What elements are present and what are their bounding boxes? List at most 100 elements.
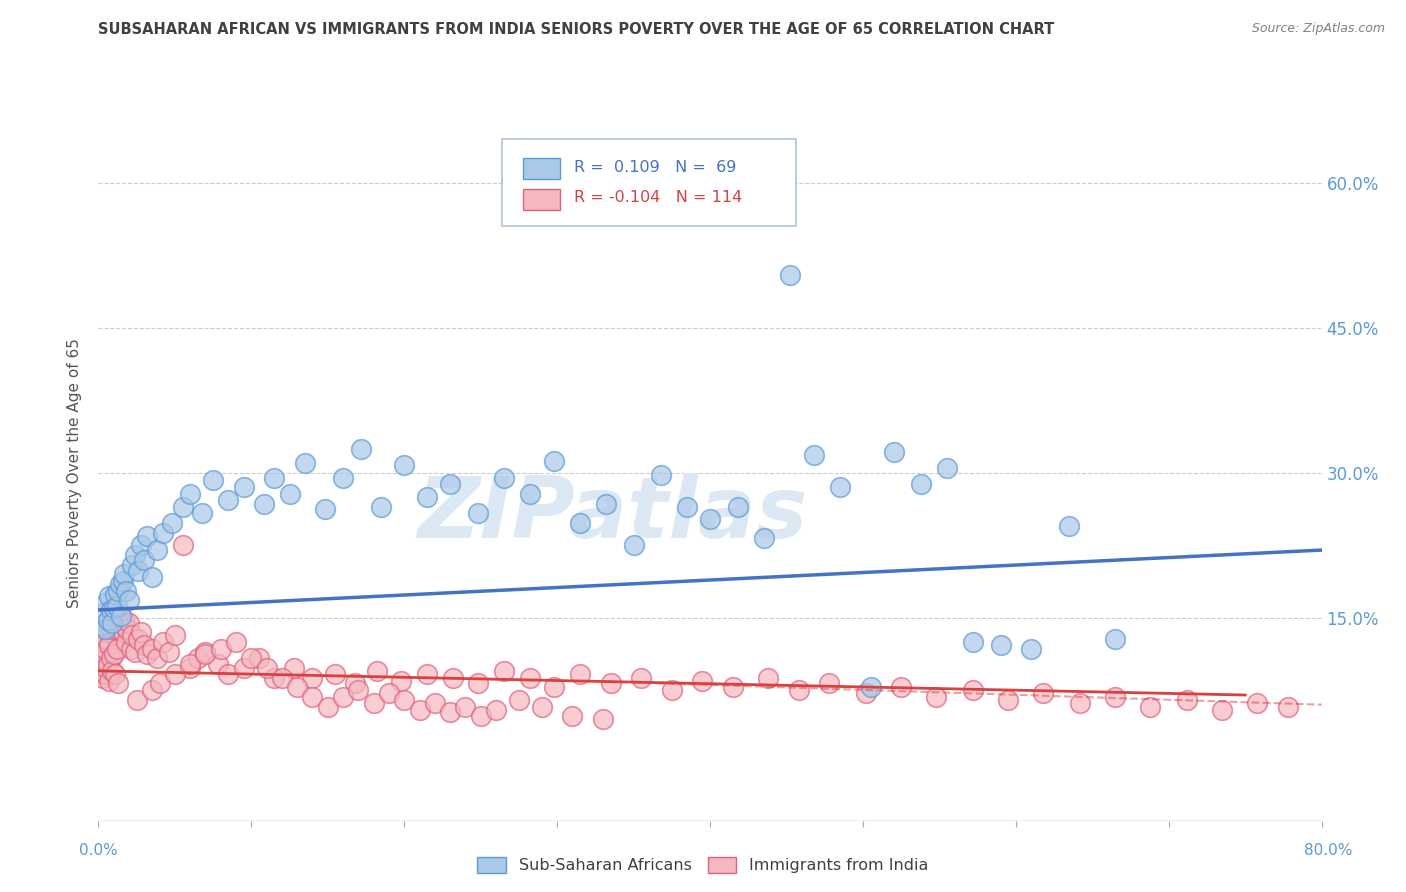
Point: [134, 638, 156, 652]
Point: [595, 497, 617, 511]
Point: [492, 470, 515, 484]
Text: 0.0%: 0.0%: [79, 843, 118, 858]
Point: [347, 683, 370, 698]
Point: [125, 693, 148, 707]
Point: [127, 565, 149, 579]
Point: [1277, 699, 1299, 714]
Point: [97, 625, 120, 640]
Point: [423, 696, 446, 710]
Point: [129, 625, 152, 640]
Point: [107, 613, 129, 627]
Point: [118, 593, 141, 607]
Point: [344, 676, 367, 690]
Point: [90, 644, 112, 658]
Point: [107, 583, 129, 598]
Point: [332, 690, 354, 704]
Point: [721, 680, 744, 694]
Point: [163, 666, 186, 681]
Point: [599, 676, 621, 690]
FancyBboxPatch shape: [523, 158, 560, 179]
Point: [408, 702, 430, 716]
Point: [756, 671, 779, 685]
Point: [112, 613, 135, 627]
Point: [141, 570, 163, 584]
Point: [623, 538, 645, 552]
Point: [232, 661, 254, 675]
Point: [89, 654, 111, 668]
Point: [828, 480, 851, 494]
Point: [389, 673, 412, 688]
Point: [225, 635, 247, 649]
Point: [152, 525, 174, 540]
Text: R = -0.104   N = 114: R = -0.104 N = 114: [574, 190, 742, 205]
Point: [134, 552, 156, 567]
Point: [121, 558, 143, 572]
Point: [141, 641, 163, 656]
Point: [152, 635, 174, 649]
Point: [100, 623, 122, 637]
Point: [179, 657, 201, 671]
Point: [278, 487, 301, 501]
Point: [530, 699, 553, 714]
Point: [98, 673, 121, 688]
Text: SUBSAHARAN AFRICAN VS IMMIGRANTS FROM INDIA SENIORS POVERTY OVER THE AGE OF 65 C: SUBSAHARAN AFRICAN VS IMMIGRANTS FROM IN…: [98, 22, 1054, 37]
Point: [370, 500, 392, 514]
Point: [301, 690, 323, 704]
Point: [416, 490, 439, 504]
Point: [592, 712, 614, 726]
Point: [294, 456, 316, 470]
Point: [890, 680, 912, 694]
Point: [779, 268, 801, 282]
Point: [124, 548, 146, 562]
Text: Source: ZipAtlas.com: Source: ZipAtlas.com: [1251, 22, 1385, 36]
Point: [149, 676, 172, 690]
Point: [1175, 693, 1198, 707]
Point: [97, 613, 120, 627]
Point: [105, 641, 128, 656]
Point: [316, 699, 339, 714]
Point: [98, 638, 121, 652]
Point: [936, 461, 959, 475]
Point: [727, 500, 749, 514]
Point: [115, 635, 138, 649]
Point: [855, 686, 877, 700]
Point: [136, 528, 159, 542]
Point: [91, 606, 114, 620]
Y-axis label: Seniors Poverty Over the Age of 65: Seniors Poverty Over the Age of 65: [67, 338, 83, 607]
Point: [120, 641, 142, 656]
Text: 80.0%: 80.0%: [1305, 843, 1353, 858]
Point: [699, 512, 721, 526]
Point: [111, 625, 134, 640]
Point: [100, 651, 122, 665]
Point: [108, 577, 131, 591]
Point: [93, 666, 115, 681]
Point: [136, 648, 159, 662]
Point: [1139, 699, 1161, 714]
Point: [145, 651, 167, 665]
Point: [108, 606, 131, 620]
Point: [103, 613, 125, 627]
Point: [859, 680, 882, 694]
Point: [94, 632, 117, 646]
Point: [661, 683, 683, 698]
Point: [187, 651, 209, 665]
Point: [569, 516, 592, 530]
Point: [240, 651, 263, 665]
Point: [332, 470, 354, 484]
Point: [209, 641, 232, 656]
Point: [121, 628, 143, 642]
Point: [103, 648, 125, 662]
Point: [117, 623, 139, 637]
Point: [91, 671, 114, 685]
Point: [104, 586, 127, 600]
Point: [630, 671, 652, 685]
Point: [283, 661, 305, 675]
Point: [101, 615, 124, 630]
Point: [94, 596, 117, 610]
Point: [997, 693, 1019, 707]
FancyBboxPatch shape: [523, 189, 560, 210]
Point: [485, 702, 508, 716]
Point: [112, 567, 135, 582]
Point: [1059, 519, 1081, 533]
Point: [467, 507, 489, 521]
